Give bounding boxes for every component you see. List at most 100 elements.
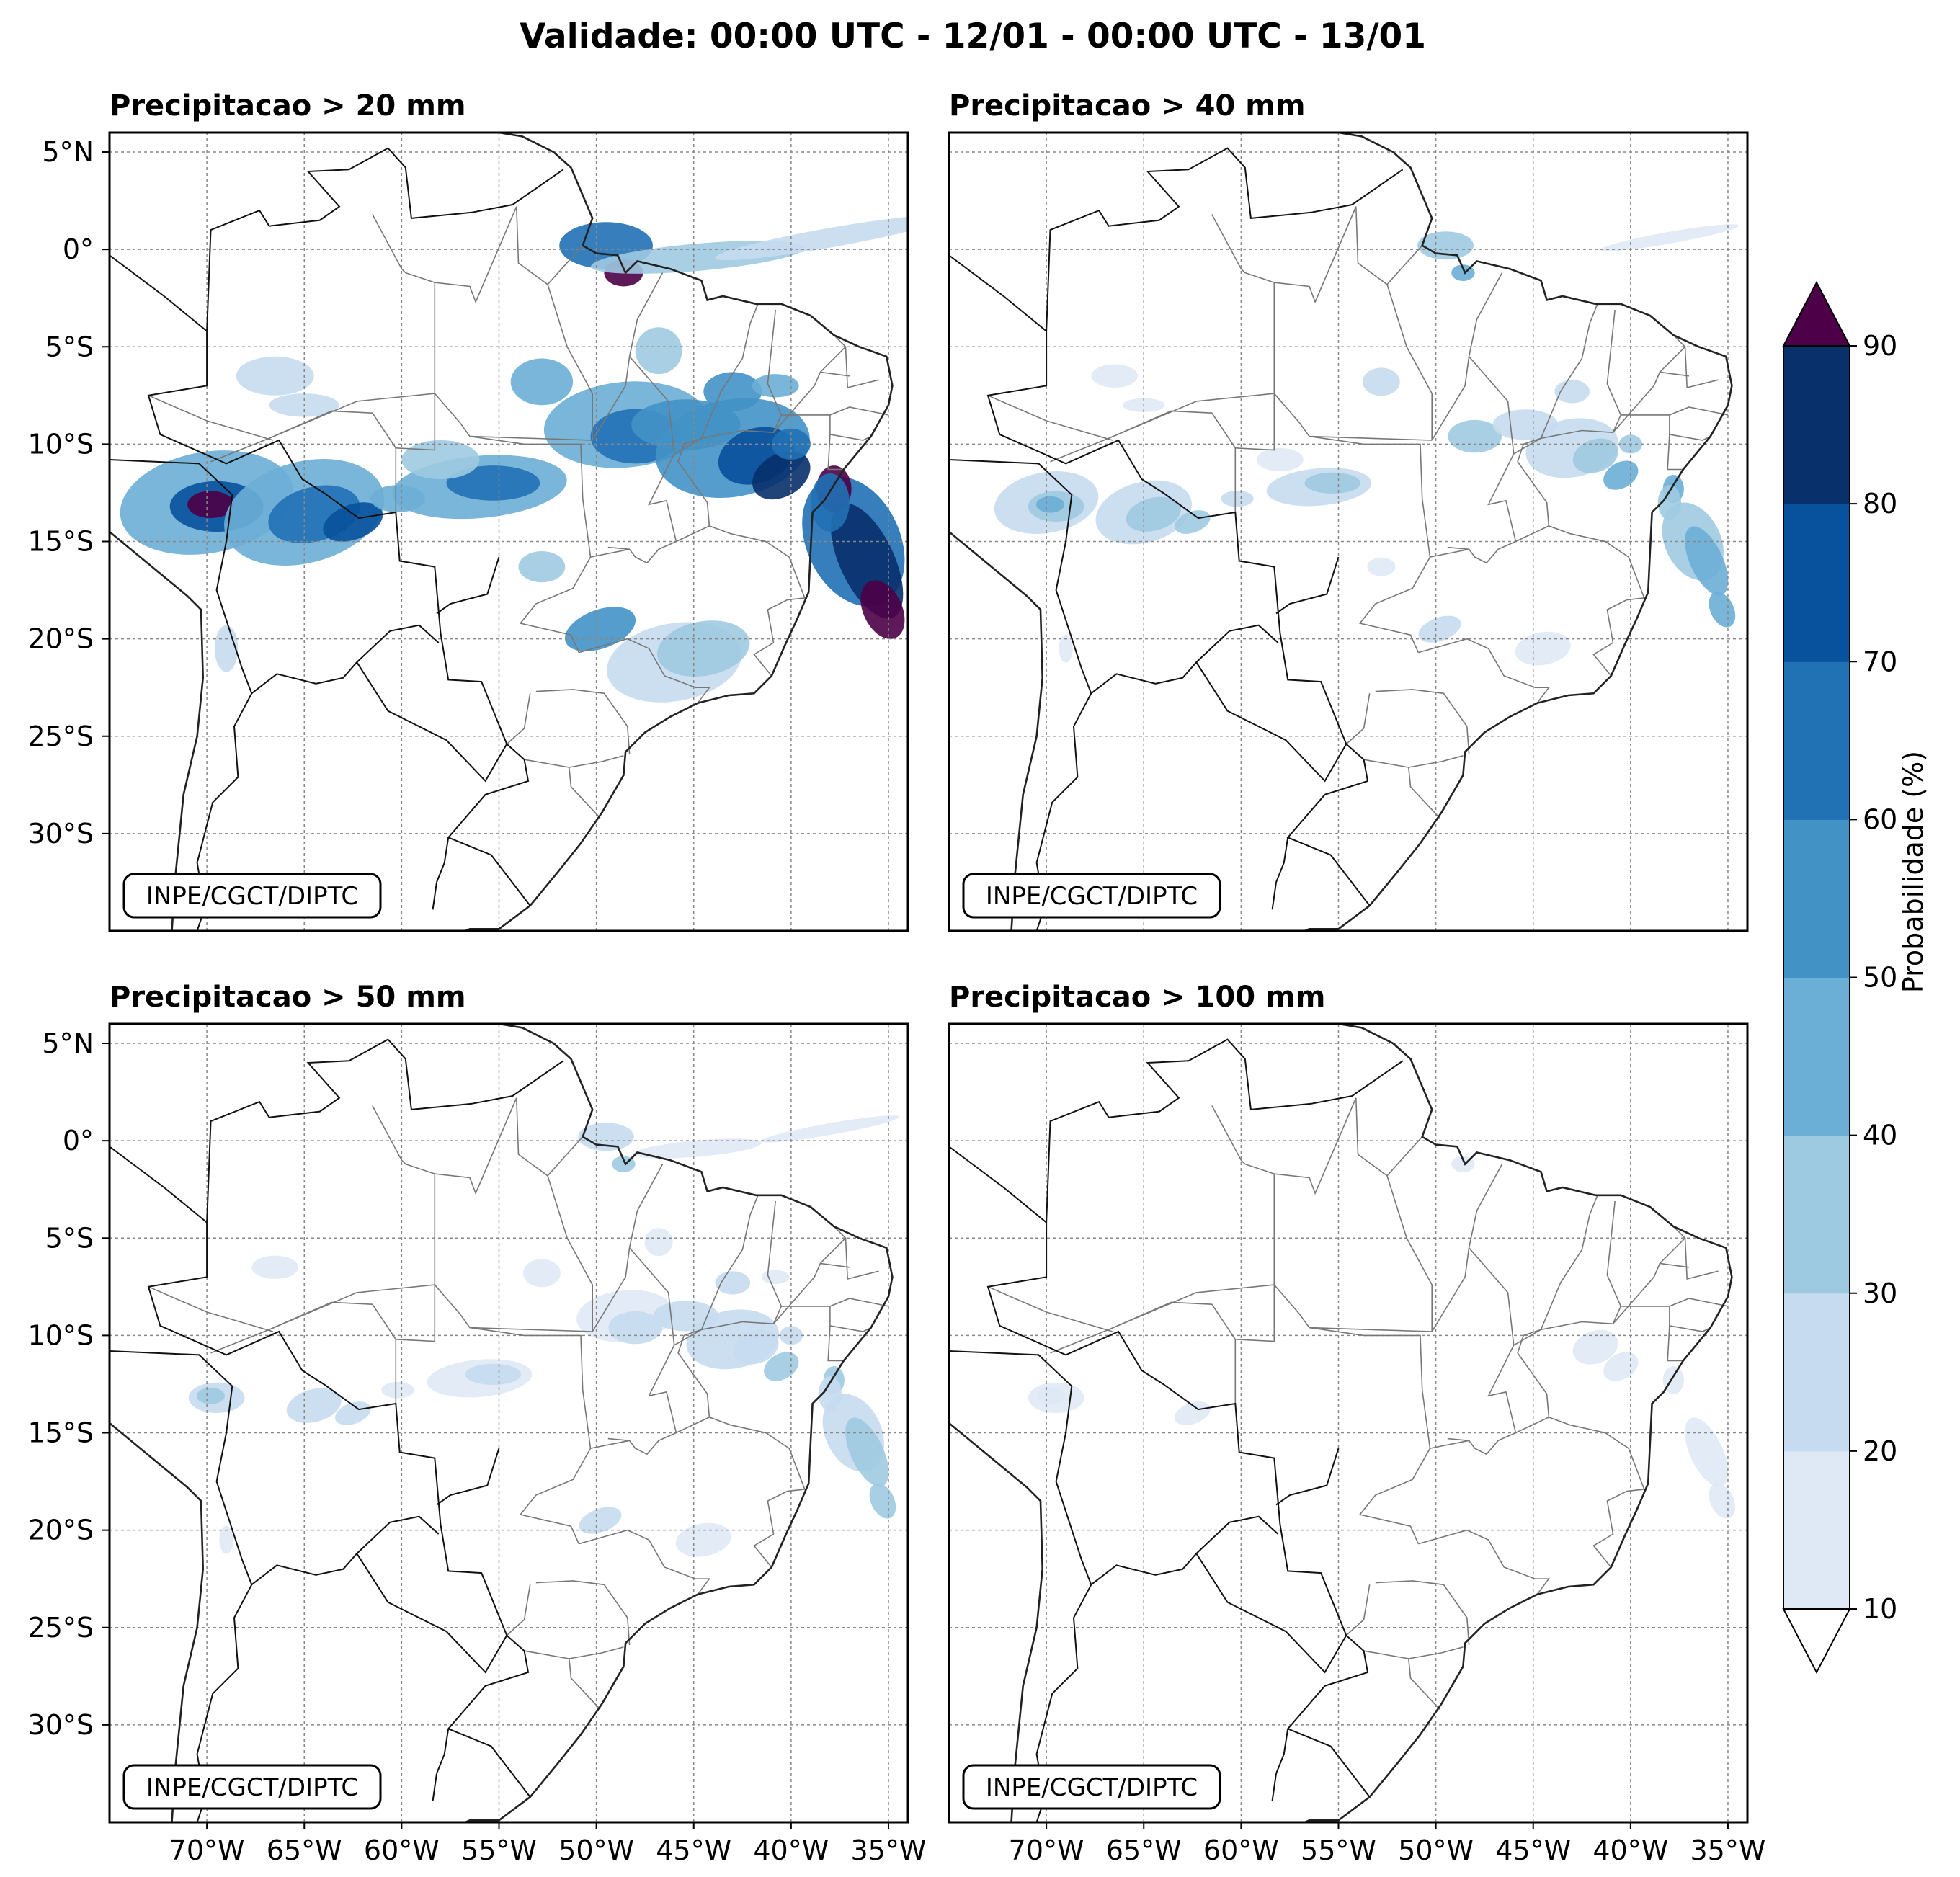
colorbar-segment: [1783, 819, 1850, 978]
colorbar-label: Probabilidade (%): [1897, 751, 1929, 993]
lat-tick-label: 5°N: [42, 1027, 94, 1059]
lon-tick-label: 45°W: [1495, 1834, 1571, 1866]
panel-title: Precipitacao > 40 mm: [949, 89, 1306, 122]
colorbar-tick-label: 20: [1863, 1435, 1897, 1467]
map-background: [110, 1024, 908, 1822]
lon-tick-label: 65°W: [1106, 1834, 1182, 1866]
panel-title: Precipitacao > 20 mm: [110, 89, 466, 122]
precip-blob: [519, 551, 566, 582]
colorbar-segment: [1783, 978, 1850, 1136]
precip-blob: [1257, 448, 1304, 471]
longitude-axis: 70°W 65°W 60°W 55°W 50°W 45°W 40°W 35°W: [169, 1822, 927, 1866]
precip-blob: [752, 374, 799, 397]
lon-tick-label: 50°W: [558, 1834, 634, 1866]
precip-blob: [511, 359, 573, 406]
precip-blob: [523, 1259, 561, 1287]
precip-blob: [215, 625, 238, 672]
lat-tick-label: 10°S: [28, 428, 94, 460]
lon-tick-label: 35°W: [1690, 1834, 1766, 1866]
lon-tick-label: 55°W: [461, 1834, 537, 1866]
panel-precip-20mm: Precipitacao > 20 mm INPE/CGCT/DIPTC 5°N…: [28, 89, 947, 935]
lat-tick-label: 5°N: [42, 136, 94, 168]
lon-tick-label: 70°W: [169, 1834, 245, 1866]
map-background: [949, 133, 1747, 931]
map-area: [949, 1024, 1747, 1826]
colorbar-segment: [1783, 346, 1850, 504]
lon-tick-label: 70°W: [1009, 1834, 1084, 1866]
lat-tick-label: 5°S: [45, 331, 94, 362]
lat-tick-label: 30°S: [28, 1709, 94, 1741]
lat-tick-label: 10°S: [28, 1319, 94, 1351]
colorbar-segment: [1783, 661, 1850, 820]
lat-tick-label: 30°S: [28, 818, 94, 850]
colorbar-tick-label: 50: [1863, 962, 1897, 994]
credit-box: INPE/CGCT/DIPTC: [963, 1765, 1220, 1809]
map-area: [949, 133, 1747, 935]
lat-tick-label: 20°S: [28, 1515, 94, 1546]
lat-tick-label: 5°S: [45, 1222, 94, 1254]
precip-blob: [636, 327, 682, 374]
colorbar-tick-label: 40: [1863, 1120, 1897, 1151]
colorbar-tick-label: 10: [1863, 1593, 1897, 1625]
lon-tick-label: 40°W: [1592, 1834, 1668, 1866]
lon-tick-label: 50°W: [1398, 1834, 1474, 1866]
lon-tick-label: 60°W: [1203, 1834, 1279, 1866]
panel-precip-40mm: Precipitacao > 40 mm INPE/CGCT/DIPTC: [949, 89, 1747, 935]
colorbar-tick-label: 60: [1863, 803, 1897, 835]
lat-tick-label: 0°: [63, 1125, 94, 1156]
lat-tick-label: 0°: [63, 233, 94, 265]
lon-tick-label: 35°W: [851, 1834, 927, 1866]
colorbar-extend-min: [1783, 1609, 1850, 1672]
colorbar-segment: [1783, 1451, 1850, 1610]
latitude-axis: 5°N0°5°S10°S15°S20°S25°S30°S: [28, 136, 110, 850]
precip-blob: [1091, 365, 1138, 388]
credit-text: INPE/CGCT/DIPTC: [146, 882, 358, 911]
longitude-axis: 70°W 65°W 60°W 55°W 50°W 45°W 40°W 35°W: [1009, 1822, 1766, 1866]
precip-blob: [370, 485, 425, 512]
credit-box: INPE/CGCT/DIPTC: [124, 874, 380, 917]
colorbar-segment: [1783, 504, 1850, 662]
lat-tick-label: 25°S: [28, 721, 94, 752]
precip-blob: [236, 357, 314, 396]
map-background: [949, 1024, 1747, 1822]
precip-blob: [251, 1256, 298, 1279]
precip-blob: [645, 1228, 673, 1256]
precip-blob: [1367, 558, 1395, 576]
panel-precip-100mm: Precipitacao > 100 mm INPE/CGCT/DIPTC 70…: [949, 981, 1765, 1866]
credit-box: INPE/CGCT/DIPTC: [124, 1765, 380, 1809]
map-area: [110, 1024, 908, 1826]
precip-blob: [1363, 367, 1400, 396]
precip-blob: [1663, 1366, 1684, 1394]
panel-title: Precipitacao > 50 mm: [110, 981, 466, 1014]
lat-tick-label: 20°S: [28, 623, 94, 655]
precip-blob: [401, 440, 479, 479]
colorbar-tick-label: 30: [1863, 1278, 1897, 1309]
credit-text: INPE/CGCT/DIPTC: [986, 1773, 1198, 1802]
precip-blob: [762, 1270, 790, 1284]
map-area: [110, 133, 947, 935]
forecast-figure: Validade: 00:00 UTC - 12/01 - 00:00 UTC …: [0, 0, 1960, 1877]
credit-text: INPE/CGCT/DIPTC: [986, 882, 1198, 911]
lon-tick-label: 60°W: [364, 1834, 440, 1866]
precip-blob: [811, 473, 850, 532]
credit-box: INPE/CGCT/DIPTC: [963, 874, 1220, 917]
colorbar: Probabilidade (%) 102030405060708090: [1783, 282, 1929, 1672]
precip-blob: [381, 1382, 414, 1399]
precip-blob: [703, 372, 762, 411]
precip-blob: [1221, 491, 1253, 507]
colorbar-tick-label: 80: [1863, 488, 1897, 520]
panel-precip-50mm: Precipitacao > 50 mm INPE/CGCT/DIPTC 5°N…: [28, 981, 927, 1866]
lat-tick-label: 25°S: [28, 1612, 94, 1644]
colorbar-segment: [1783, 1293, 1850, 1452]
colorbar-segment: [1783, 1136, 1850, 1294]
precip-blob: [197, 1388, 225, 1404]
colorbar-extend-max: [1783, 282, 1850, 346]
latitude-axis: 5°N 0° 5°S 10°S 15°S 20°S 25°S 30°S: [28, 1027, 110, 1741]
lon-tick-label: 65°W: [267, 1834, 342, 1866]
lat-tick-label: 15°S: [28, 1417, 94, 1449]
lon-tick-label: 45°W: [656, 1834, 731, 1866]
precip-blob: [1036, 1388, 1064, 1404]
lon-tick-label: 40°W: [753, 1834, 829, 1866]
precip-blob: [466, 1364, 522, 1385]
figure-title: Validade: 00:00 UTC - 12/01 - 00:00 UTC …: [520, 17, 1426, 56]
